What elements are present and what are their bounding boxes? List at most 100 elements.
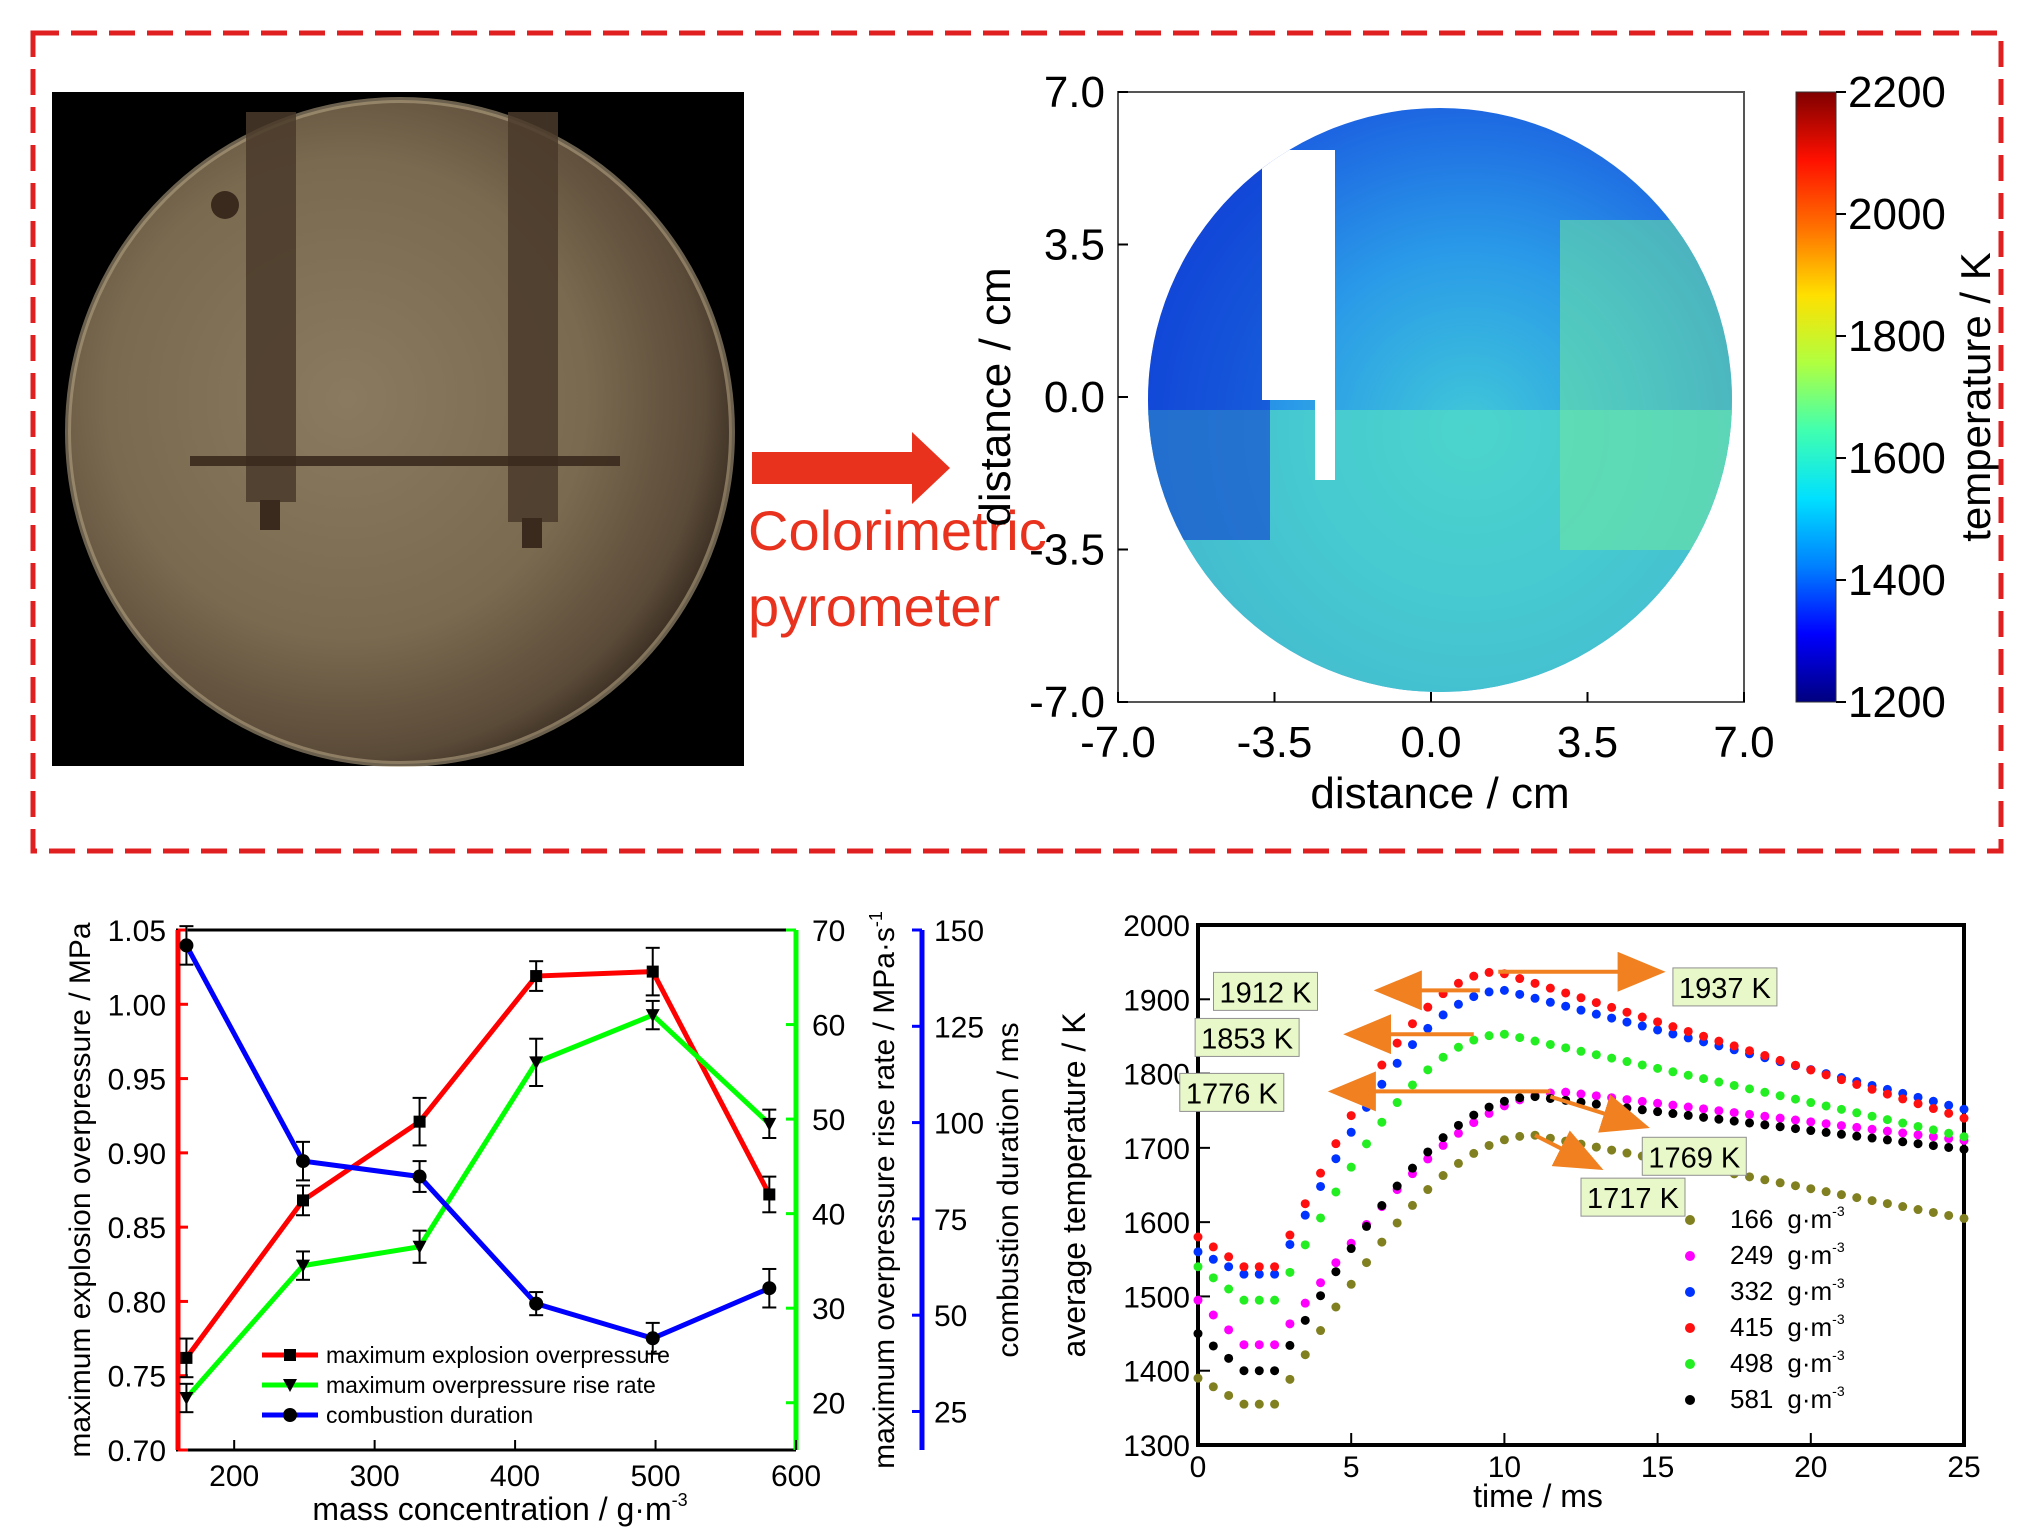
chart3-point — [1775, 1178, 1785, 1188]
chart3-point — [1208, 1341, 1218, 1351]
chart3-point — [1377, 1060, 1387, 1070]
chart3-point — [1239, 1269, 1249, 1279]
colorbar-tick-label: 2200 — [1848, 68, 1946, 117]
chart3-point — [1362, 1221, 1372, 1231]
chart3-point — [1270, 1295, 1280, 1305]
chart3-annotation-arrow — [1534, 1130, 1604, 1171]
chart3-point — [1377, 1117, 1387, 1127]
chart3-point — [1928, 1132, 1938, 1142]
chart3-point — [1484, 987, 1494, 997]
chart3-annotation-box — [1580, 1177, 1686, 1217]
chart3-legend-label: 498 g·m-3 — [1730, 1347, 1845, 1378]
chart3-point — [1683, 1026, 1693, 1036]
colorbar-tick-label: 1600 — [1848, 434, 1946, 483]
chart3-point — [1208, 1382, 1218, 1392]
chart3-point — [1331, 1258, 1341, 1268]
chart2-point-triangle — [179, 1392, 194, 1405]
chart3-point — [1836, 1104, 1846, 1114]
chart3-point — [1346, 1162, 1356, 1172]
chart3-point — [1959, 1213, 1969, 1223]
chart3-point — [1576, 1139, 1586, 1149]
chart3-point — [1944, 1108, 1954, 1118]
chart3-point — [1714, 1077, 1724, 1087]
chart3-point — [1852, 1193, 1862, 1203]
chart3-point — [1729, 1116, 1739, 1126]
chart3-point — [1790, 1094, 1800, 1104]
chart3-ytick-label: 1900 — [1123, 984, 1190, 1017]
colorbar-tick-label: 1200 — [1848, 678, 1946, 727]
chart3-xlabel: time / ms — [1473, 1478, 1603, 1514]
top-panel-border — [30, 30, 2004, 854]
chart3-point — [1254, 1340, 1264, 1350]
chart3-point — [1683, 1070, 1693, 1080]
chart3-point — [1898, 1094, 1908, 1104]
chart3-point — [1913, 1121, 1923, 1131]
chart3-point — [1699, 1104, 1709, 1114]
chart2-right2-tick-label: 125 — [934, 1011, 984, 1044]
chart3-point — [1392, 1098, 1402, 1108]
chart3-point — [1607, 1145, 1617, 1155]
chart3-point — [1836, 1121, 1846, 1131]
chart3-point — [1423, 1002, 1433, 1012]
chart3-point — [1453, 1128, 1463, 1138]
chart3-point — [1224, 1252, 1234, 1262]
chart3-point — [1591, 1050, 1601, 1060]
chart3-point — [1407, 1200, 1417, 1210]
chart3-point — [1576, 1089, 1586, 1099]
chart2-point-square — [763, 1188, 776, 1201]
chart3-point — [1469, 1110, 1479, 1120]
chart3-point — [1208, 1273, 1218, 1283]
chart3-point — [1790, 1181, 1800, 1191]
chart3-ytick-label: 1500 — [1123, 1281, 1190, 1314]
chart3-point — [1285, 1319, 1295, 1329]
chart3-point — [1193, 1247, 1203, 1257]
chart2-point-triangle — [645, 1009, 660, 1023]
chart3-point — [1331, 1187, 1341, 1197]
chart3-point — [1867, 1084, 1877, 1094]
chart3-point — [1254, 1366, 1264, 1376]
colorbar-tick-label: 1400 — [1848, 556, 1946, 605]
chart3-point — [1790, 1115, 1800, 1125]
chart2-right1-tick-label: 20 — [812, 1388, 845, 1421]
colorbar-tick-label: 1800 — [1848, 312, 1946, 361]
chart3-point — [1453, 978, 1463, 988]
chart3-point — [1745, 1046, 1755, 1056]
chart3-point — [1714, 1106, 1724, 1116]
chamber-photo — [52, 92, 744, 767]
chart2-xtick-label: 300 — [350, 1460, 400, 1493]
chart3-point — [1469, 992, 1479, 1002]
chart3-point — [1607, 1013, 1617, 1023]
chart3-point — [1438, 1133, 1448, 1143]
chart2-right1-tick-label: 60 — [812, 1010, 845, 1043]
colorbar-tick-label: 2000 — [1848, 190, 1946, 239]
chart3-point — [1591, 998, 1601, 1008]
chart3-point — [1928, 1207, 1938, 1217]
chart3-point — [1438, 1052, 1448, 1062]
chart3-point — [1959, 1132, 1969, 1142]
chart3-point — [1775, 1055, 1785, 1065]
chart3-point — [1760, 1111, 1770, 1121]
chart3-legend-unit: g·m — [1787, 1312, 1832, 1342]
chart3-point — [1453, 1042, 1463, 1052]
chart3-ylabel: average temperature / K — [1056, 1012, 1092, 1357]
chart3-point — [1270, 1262, 1280, 1272]
chart3-point — [1806, 1065, 1816, 1075]
chart2-left-tick-label: 0.85 — [108, 1212, 166, 1245]
chart3-legend-unit: g·m — [1787, 1348, 1832, 1378]
chart3-point — [1928, 1125, 1938, 1135]
chart3-point — [1591, 1091, 1601, 1101]
chart3-point — [1423, 1185, 1433, 1195]
chart3-point — [1469, 1035, 1479, 1045]
chart3-point — [1576, 1005, 1586, 1015]
chart2-point-square — [530, 970, 543, 983]
heatmap-ytick-label: 7.0 — [1044, 68, 1105, 117]
chart3-point — [1254, 1262, 1264, 1272]
temperature-time-chart: 0 5 10 15 20 25 2000 1900 1800 1700 1600 1500 1400 13… — [1056, 910, 1981, 1514]
chart3-legend-marker — [1685, 1287, 1695, 1297]
chart3-legend-value: 332 — [1730, 1276, 1773, 1306]
chart3-point — [1438, 1140, 1448, 1150]
chart3-point — [1530, 1092, 1540, 1102]
chart3-point — [1591, 1142, 1601, 1152]
chart3-legend-sup: -3 — [1832, 1383, 1845, 1399]
heatmap-xlabel: distance / cm — [1310, 769, 1569, 818]
